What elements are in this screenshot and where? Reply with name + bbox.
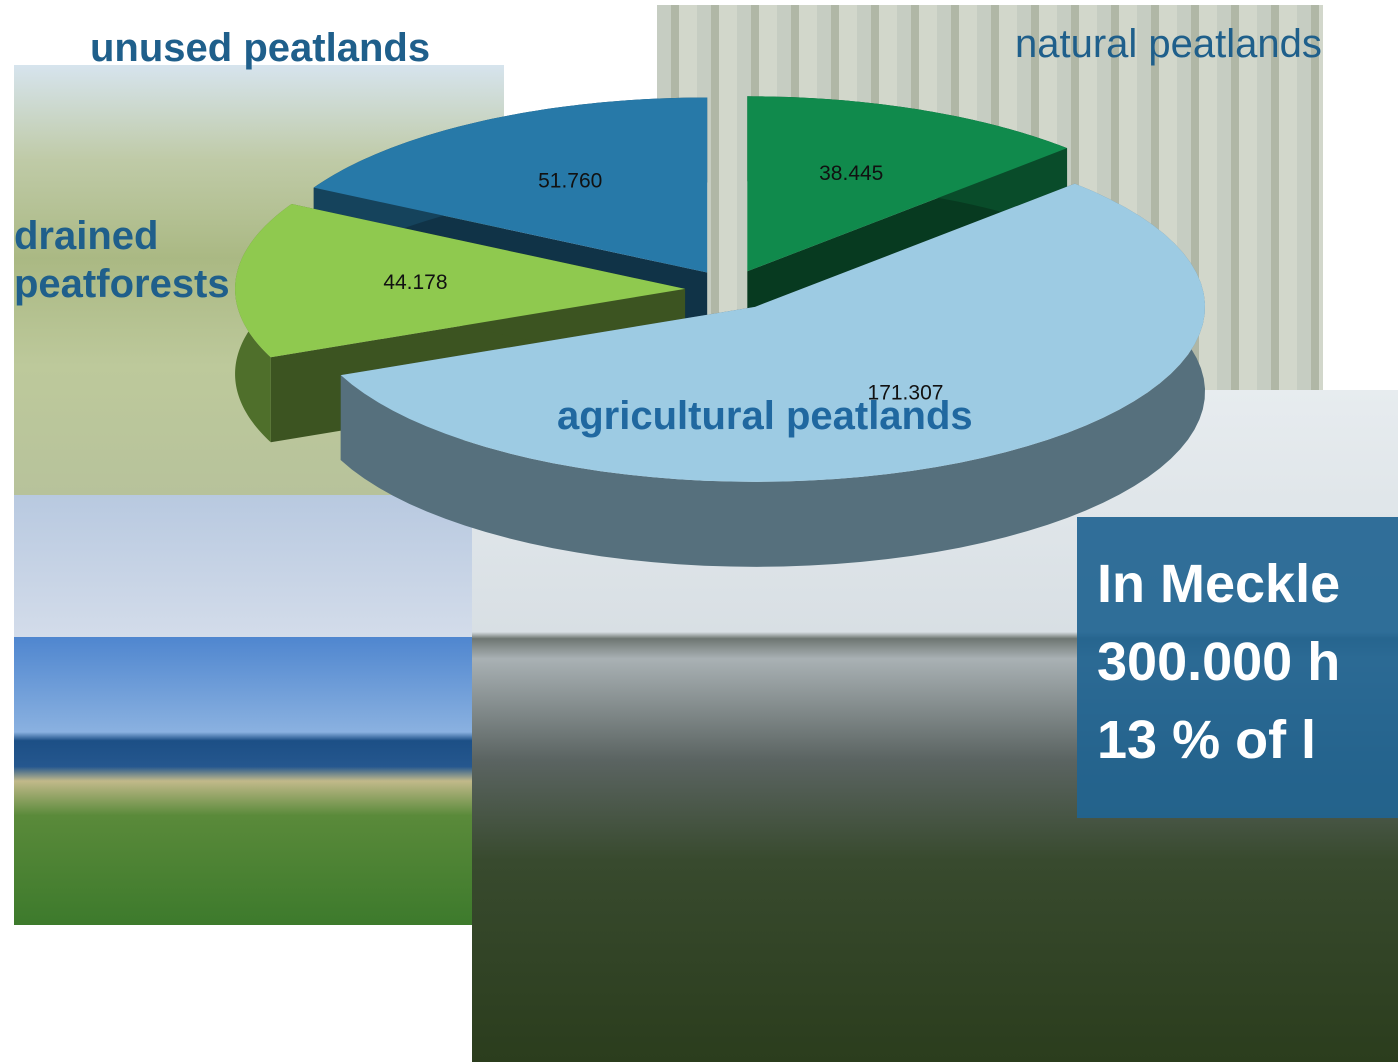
category-label: agricultural peatlands bbox=[557, 392, 973, 440]
category-label: unused peatlands bbox=[90, 24, 430, 72]
pie-chart: 38.44551.76044.178171.307 bbox=[0, 0, 1398, 1062]
value-label: 51.760 bbox=[538, 170, 602, 193]
value-label: 38.445 bbox=[819, 162, 883, 185]
slide: {"chart_data": {"type": "pie3d", "catego… bbox=[0, 0, 1398, 1062]
category-label: drained peatforests bbox=[14, 212, 264, 308]
value-label: 44.178 bbox=[383, 271, 447, 294]
category-label: natural peatlands bbox=[1015, 20, 1322, 68]
